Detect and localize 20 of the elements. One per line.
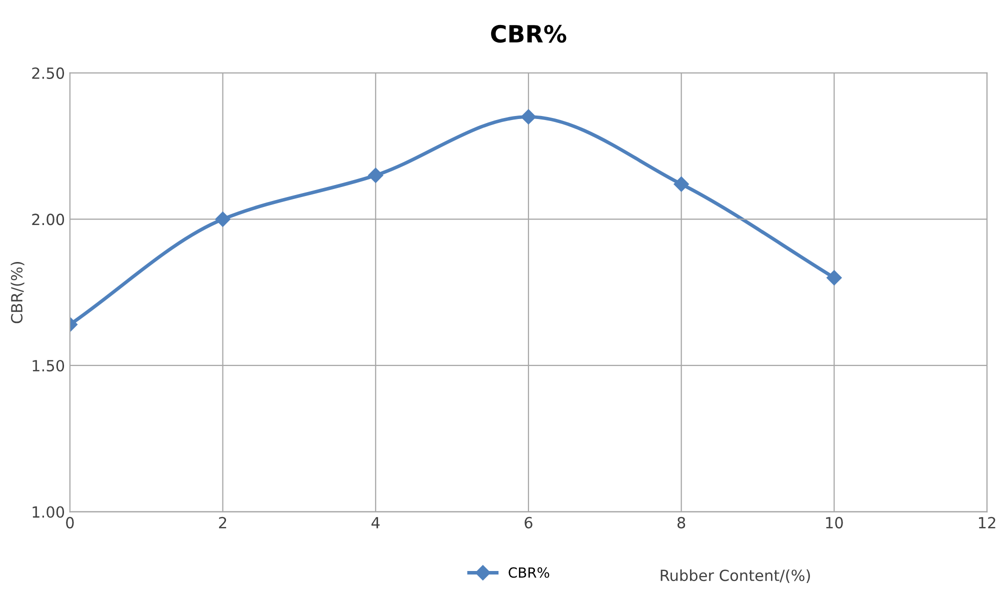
point	[368, 168, 384, 183]
x-tick-label: 10	[826, 516, 843, 528]
point	[520, 109, 536, 124]
legend-label: CBR%	[508, 567, 550, 578]
y-tick-label: 1.00	[32, 506, 64, 518]
x-tick-label: 8	[677, 516, 686, 528]
y-tick-label: 2.50	[32, 67, 64, 79]
y-tick-label: 1.50	[32, 360, 64, 372]
chart-title: CBR%	[491, 24, 566, 43]
point	[674, 176, 689, 192]
x-axis-title: Rubber Content/(%)	[660, 569, 810, 583]
x-tick-label: 0	[66, 516, 74, 528]
x-tick-label: 4	[372, 517, 380, 528]
x-tick-label: 12	[978, 516, 996, 528]
point	[826, 270, 842, 286]
y-tick-label: 2.00	[32, 214, 64, 226]
point	[215, 212, 230, 227]
y-axis-title: CBR/(%)	[10, 262, 24, 324]
x-tick-label: 6	[524, 516, 532, 528]
x-tick-label: 2	[219, 516, 226, 528]
